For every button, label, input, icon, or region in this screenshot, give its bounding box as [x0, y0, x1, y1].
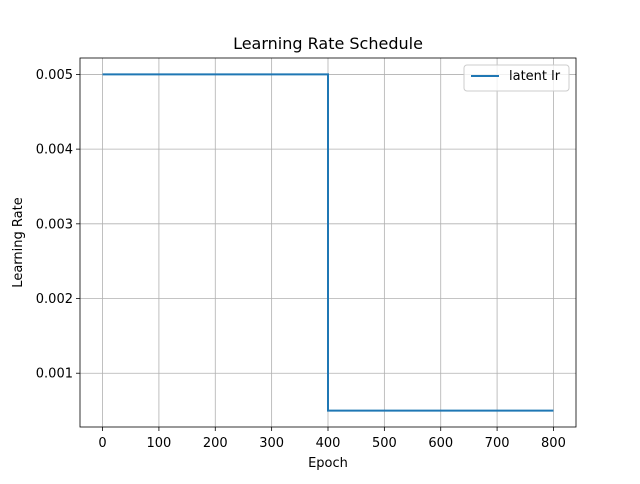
y-tick-label: 0.001	[36, 367, 73, 382]
x-tick-label: 200	[203, 436, 228, 451]
legend: latent lr	[463, 64, 570, 92]
x-tick-label: 600	[428, 436, 453, 451]
x-axis-label: Epoch	[308, 456, 348, 471]
x-tick-label: 300	[259, 436, 284, 451]
y-tick-label: 0.002	[36, 292, 73, 307]
series-lines	[102, 73, 554, 412]
x-tick-label: 500	[372, 436, 397, 451]
legend-label-latent-lr: latent lr	[509, 69, 561, 84]
series-line-latent-lr	[102, 73, 554, 412]
y-tick-label: 0.004	[36, 143, 73, 158]
y-axis-label: Learning Rate	[11, 197, 26, 287]
y-axis-ticks: 0.001 0.002 0.003 0.004 0.005	[36, 68, 80, 382]
y-tick-label: 0.003	[36, 217, 73, 232]
chart-title: Learning Rate Schedule	[233, 34, 423, 53]
x-tick-label: 0	[98, 436, 106, 451]
x-tick-label: 700	[485, 436, 510, 451]
x-tick-label: 800	[541, 436, 566, 451]
x-tick-label: 400	[316, 436, 341, 451]
y-tick-label: 0.005	[36, 68, 73, 83]
x-axis-ticks: 0 100 200 300 400 500 600 700 800	[98, 427, 566, 451]
legend-box	[463, 64, 570, 92]
x-tick-label: 100	[146, 436, 171, 451]
